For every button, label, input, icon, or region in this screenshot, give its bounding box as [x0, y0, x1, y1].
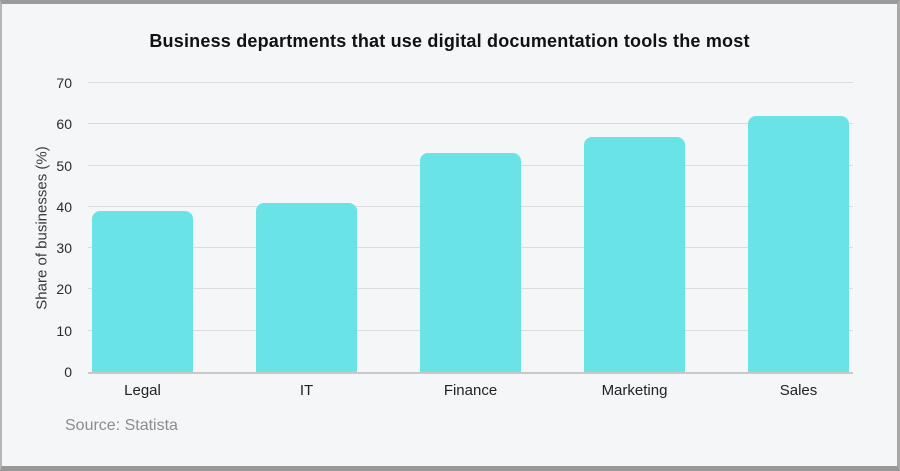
source-note: Source: Statista [65, 417, 178, 434]
x-label-it: IT [299, 382, 314, 399]
bar-finance [420, 153, 521, 372]
y-tick-label-60: 60 [56, 116, 72, 133]
x-label-marketing: Marketing [601, 382, 668, 399]
bar-it [256, 202, 357, 372]
x-label-legal: Legal [124, 382, 161, 399]
chart-title: Business departments that use digital do… [149, 31, 750, 51]
y-tick-label-0: 0 [64, 364, 72, 380]
x-label-finance: Finance [443, 382, 498, 399]
bar-legal [92, 211, 193, 372]
bar-marketing [584, 136, 685, 372]
gridline-70 [88, 82, 853, 83]
y-tick-label-50: 50 [56, 157, 72, 174]
x-axis-category-labels: Legal IT Finance Marketing Sales [88, 382, 853, 399]
y-axis-tick-labels: 0 10 20 30 40 50 60 70 [38, 75, 80, 380]
x-label-sales: Sales [779, 382, 818, 399]
gridline-60 [88, 123, 853, 125]
plot-area [88, 82, 853, 374]
y-tick-label-20: 20 [56, 281, 72, 298]
y-tick-label-30: 30 [56, 240, 72, 257]
y-tick-label-40: 40 [56, 198, 72, 215]
bar-sales [748, 116, 849, 372]
y-tick-label-10: 10 [56, 322, 72, 339]
y-tick-label-70: 70 [56, 75, 72, 91]
